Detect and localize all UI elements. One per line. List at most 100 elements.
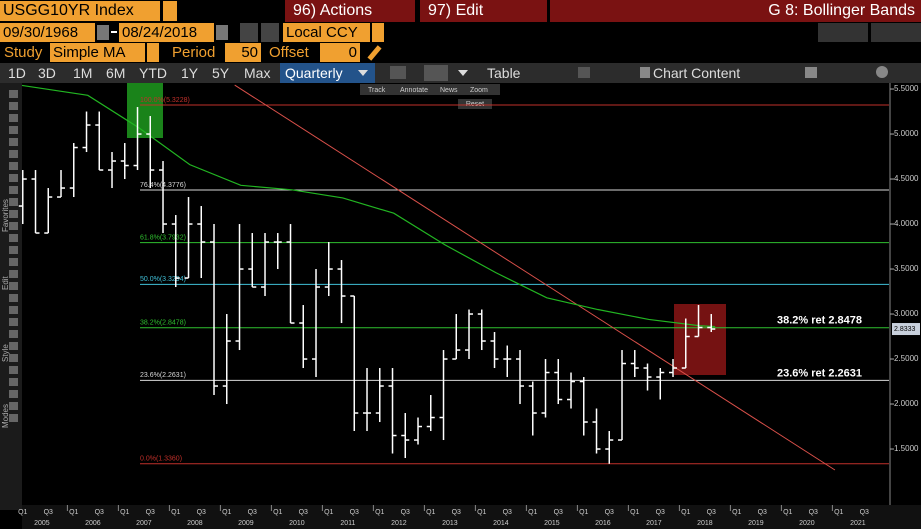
level-label: 50.0%(3.3294) [140,276,186,283]
x-quarter-label: Q1 [375,509,384,516]
period-label: Period [172,44,216,61]
reset-label[interactable]: Reset [466,101,484,108]
period-field[interactable]: 50 [225,43,261,62]
reset-button[interactable] [458,99,492,109]
frequency-label[interactable]: Quarterly [285,65,343,81]
y-tick-label: 3.5000 [894,264,919,273]
frequency-tab[interactable] [280,63,375,83]
side-icon[interactable] [9,282,18,290]
range-tab[interactable]: 5Y [212,65,230,81]
side-icon[interactable] [9,270,18,278]
currency-field[interactable]: Local CCY [283,23,370,42]
study-field[interactable]: Simple MA [50,43,145,62]
mini-tool[interactable]: Annotate [400,87,428,94]
x-quarter-label: Q1 [630,509,639,516]
redo-button[interactable] [871,23,921,42]
x-quarter-label: Q3 [350,509,359,516]
x-quarter-label: Q3 [554,509,563,516]
date-dash [111,31,117,33]
side-icon[interactable] [9,114,18,122]
side-icon[interactable] [9,198,18,206]
side-icon[interactable] [9,186,18,194]
style-arrow[interactable] [458,70,468,76]
end-date[interactable]: 08/24/2018 [119,23,214,42]
side-icon[interactable] [9,210,18,218]
range-tab[interactable]: YTD [139,65,167,81]
range-tab[interactable]: 3D [38,65,56,81]
chart-content-icon[interactable] [640,67,650,78]
side-icon[interactable] [9,150,18,158]
x-quarter-label: Q3 [860,509,869,516]
side-icon[interactable] [9,378,18,386]
side-icon[interactable] [9,318,18,326]
edit-icon[interactable] [805,67,817,78]
level-label: 61.8%(3.7932) [140,234,186,241]
side-icon[interactable] [9,258,18,266]
highlight-box-green [127,83,163,138]
ticker-field[interactable]: USGG10YR Index [0,1,160,21]
side-icon[interactable] [9,234,18,242]
start-date[interactable]: 09/30/1968 [0,23,95,42]
study-label: Study [4,44,43,61]
bar-style-icon[interactable] [424,65,448,81]
level-label: 100.0%(5.3228) [140,97,190,104]
line-style-icon[interactable] [390,66,406,79]
currency-dropdown[interactable] [372,23,384,42]
mini-tool[interactable]: News [440,87,458,94]
settings-icon[interactable] [876,66,888,78]
table-tab[interactable]: Table [487,65,521,81]
range-tab[interactable]: 1D [8,65,26,81]
edit-button[interactable]: 97) Edit [420,0,547,22]
mini-tool[interactable]: Zoom [470,87,488,94]
x-axis-band [22,505,921,529]
collapse-icon[interactable] [578,67,590,78]
side-icon[interactable] [9,126,18,134]
side-icon[interactable] [9,330,18,338]
chart-content-tab[interactable]: Chart Content [653,65,741,81]
side-icon[interactable] [9,342,18,350]
side-icon[interactable] [9,246,18,254]
side-icon[interactable] [9,138,18,146]
side-icon[interactable] [9,222,18,230]
side-icon[interactable] [9,174,18,182]
ticker-dropdown[interactable] [163,1,177,21]
side-icon[interactable] [9,390,18,398]
side-icon[interactable] [9,162,18,170]
y-tick-label: 2.0000 [894,399,919,408]
x-quarter-label: Q3 [299,509,308,516]
calendar-icon[interactable] [216,25,228,40]
x-quarter-label: Q3 [146,509,155,516]
x-quarter-label: Q3 [44,509,53,516]
x-quarter-label: Q3 [452,509,461,516]
side-icon[interactable] [9,354,18,362]
side-icon[interactable] [9,102,18,110]
side-icon[interactable] [9,306,18,314]
side-icon[interactable] [9,414,18,422]
side-icon[interactable] [9,402,18,410]
level-label: 0.0%(1.3360) [140,456,182,463]
range-tab[interactable]: 6M [106,65,126,81]
x-quarter-label: Q1 [69,509,78,516]
side-icon[interactable] [9,366,18,374]
side-icon[interactable] [9,90,18,98]
actions-button[interactable]: 96) Actions [285,0,415,22]
x-quarter-label: Q3 [656,509,665,516]
undo-button[interactable] [818,23,868,42]
study-dropdown[interactable] [147,43,159,62]
range-tab[interactable]: Max [244,65,271,81]
offset-field[interactable]: 0 [320,43,360,62]
x-quarter-label: Q1 [120,509,129,516]
range-tab[interactable]: 1M [73,65,93,81]
x-year-label: 2005 [34,520,50,527]
x-year-label: 2012 [391,520,407,527]
calendar-icon[interactable] [97,25,109,40]
prev-button[interactable] [240,23,258,42]
function-title: G 8: Bollinger Bands [768,2,915,19]
mini-tool[interactable]: Track [368,87,386,94]
annotation: 23.6% ret 2.2631 [777,367,862,379]
next-button[interactable] [261,23,279,42]
side-icon[interactable] [9,294,18,302]
range-tab[interactable]: 1Y [181,65,199,81]
x-year-label: 2020 [799,520,815,527]
frequency-arrow[interactable] [358,70,368,76]
